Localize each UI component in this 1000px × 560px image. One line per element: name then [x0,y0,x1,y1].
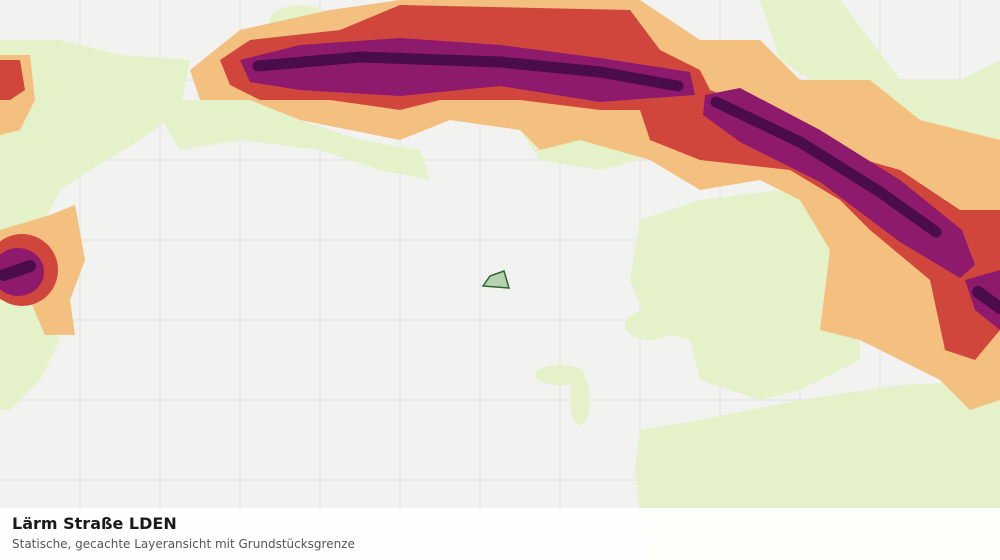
parcel-boundary [481,270,511,289]
caption-title: Lärm Straße LDEN [12,514,177,533]
caption-subtitle: Statische, gecachte Layeransicht mit Gru… [12,537,355,551]
caption-panel: Lärm Straße LDEN Statische, gecachte Lay… [0,508,1000,560]
noise-zone-extreme [0,51,1000,314]
